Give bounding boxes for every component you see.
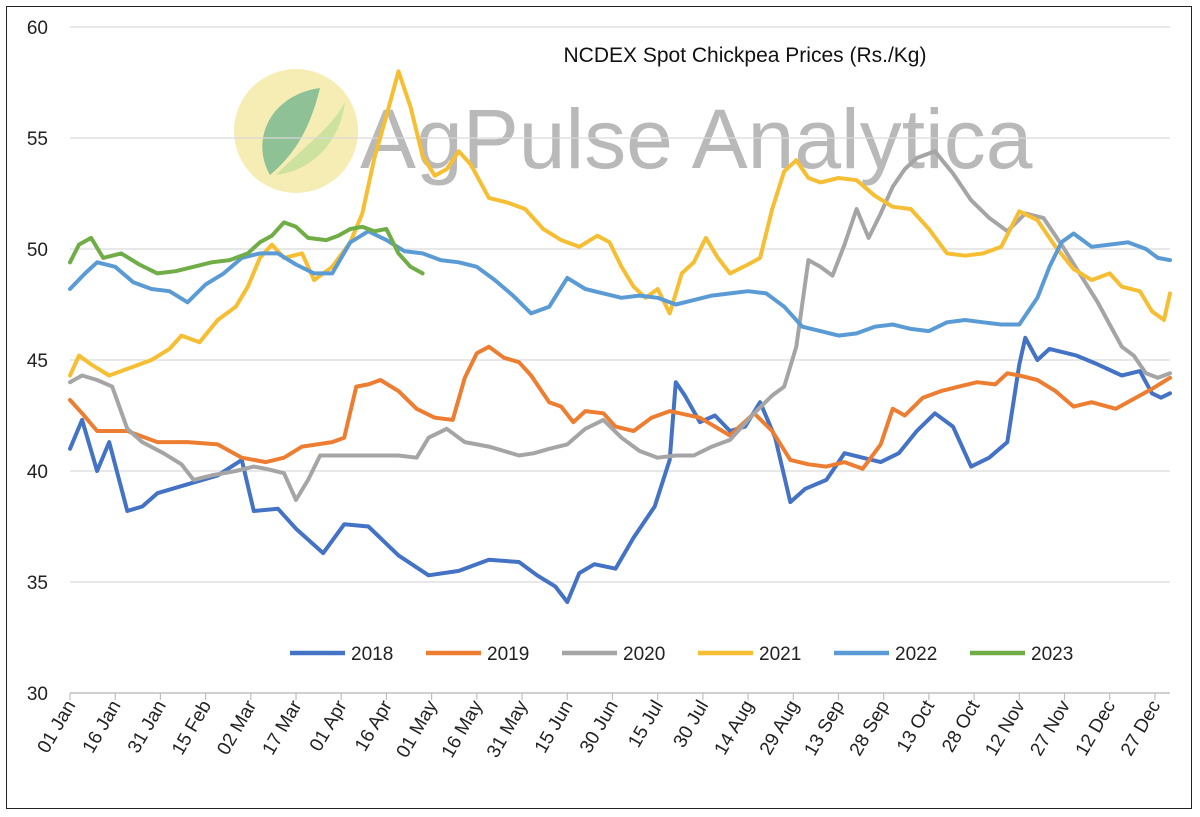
x-tick-label: 13 Sep [801,697,849,760]
y-tick-label: 35 [27,573,48,594]
x-tick-label: 12 Nov [981,697,1030,760]
x-tick-label: 16 Jan [79,697,126,757]
series-line-2020 [68,149,1172,502]
chart-frame [6,6,1192,809]
legend: 2018 2019 2020 2021 2022 2023 [290,644,1073,665]
series-line-2019 [68,344,1172,471]
x-tick-label: 15 Feb [168,697,216,759]
grid-lines [70,26,1170,583]
x-tick-label: 01 Apr [306,696,352,755]
x-tick-label: 27 Nov [1027,697,1076,760]
y-tick-label: 40 [27,462,48,483]
series-line-2023 [68,220,425,276]
x-tick-label: 16 Apr [351,696,397,755]
x-tick-label: 31 Jan [124,697,171,757]
series-lines [68,69,1172,604]
x-tick-label: 31 May [483,697,533,762]
x-tick-label: 15 Jul [624,697,668,751]
x-tick-label: 12 Dec [1072,697,1120,760]
legend-label-2020: 2020 [623,644,665,665]
series-line-2018 [68,335,1172,604]
x-tick-label: 17 Mar [259,696,307,758]
x-tick-label: 27 Dec [1117,697,1165,760]
x-tick-label: 01 Jan [34,697,81,757]
legend-label-2018: 2018 [351,644,393,665]
x-tick-label: 28 Oct [938,696,985,756]
series-line-2022 [68,229,1172,338]
x-tick-label: 30 Jun [576,697,623,757]
x-tick-label: 30 Jul [670,697,714,751]
x-tick-label: 29 Aug [756,697,804,759]
y-tick-label: 55 [27,129,48,150]
x-tick-label: 16 May [438,697,488,762]
y-tick-label: 30 [27,684,48,705]
y-tick-label: 60 [27,18,48,39]
legend-label-2019: 2019 [487,644,529,665]
x-tick-label: 14 Aug [711,697,759,759]
x-tick-label: 01 May [393,697,443,762]
legend-label-2022: 2022 [895,644,937,665]
y-tick-label: 50 [27,240,48,261]
watermark-text: AgPulse Analytica [360,92,1033,186]
legend-label-2021: 2021 [759,644,801,665]
legend-label-2023: 2023 [1031,644,1073,665]
x-tick-label: 28 Sep [846,697,894,760]
y-tick-label: 45 [27,351,48,372]
x-tick-label: 13 Oct [893,696,940,756]
watermark-logo-icon [234,69,358,193]
chart-title: NCDEX Spot Chickpea Prices (Rs./Kg) [564,44,927,67]
x-tick-label: 02 Mar [213,696,261,758]
x-tick-label: 15 Jun [531,697,578,757]
